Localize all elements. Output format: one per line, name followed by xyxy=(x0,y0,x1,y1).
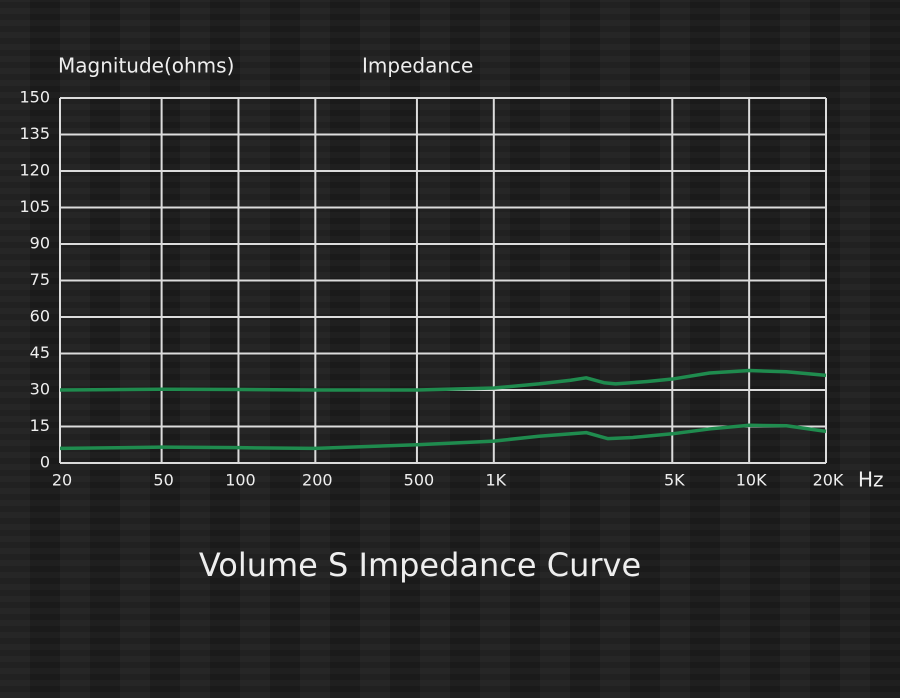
y-tick-label: 90 xyxy=(30,234,50,253)
x-tick-label: 10K xyxy=(736,471,767,490)
x-tick-label: 20K xyxy=(813,471,844,490)
x-tick-label: 100 xyxy=(225,471,256,490)
x-tick-label: 5K xyxy=(664,471,685,490)
x-tick-label: 500 xyxy=(404,471,435,490)
y-tick-label: 135 xyxy=(19,124,50,143)
y-tick-label: 45 xyxy=(30,343,50,362)
x-tick-label: 1K xyxy=(485,471,506,490)
caption: Volume S Impedance Curve xyxy=(199,546,641,584)
x-tick-label: 50 xyxy=(153,471,173,490)
impedance-line xyxy=(59,368,827,392)
y-tick-label: 30 xyxy=(30,380,50,399)
y-tick-label: 15 xyxy=(30,416,50,435)
chart-title: Impedance xyxy=(362,54,473,78)
y-tick-label: 0 xyxy=(40,453,50,472)
y-tick-label: 150 xyxy=(19,88,50,107)
y-tick-label: 60 xyxy=(30,307,50,326)
y-axis-label: Magnitude(ohms) xyxy=(58,54,234,78)
x-tick-label: 200 xyxy=(302,471,333,490)
impedance-line xyxy=(59,423,827,451)
x-tick-label: 20 xyxy=(52,471,72,490)
y-tick-label: 75 xyxy=(30,270,50,289)
x-axis-label: Hz xyxy=(858,468,884,492)
y-tick-label: 120 xyxy=(19,161,50,180)
y-tick-label: 105 xyxy=(19,197,50,216)
